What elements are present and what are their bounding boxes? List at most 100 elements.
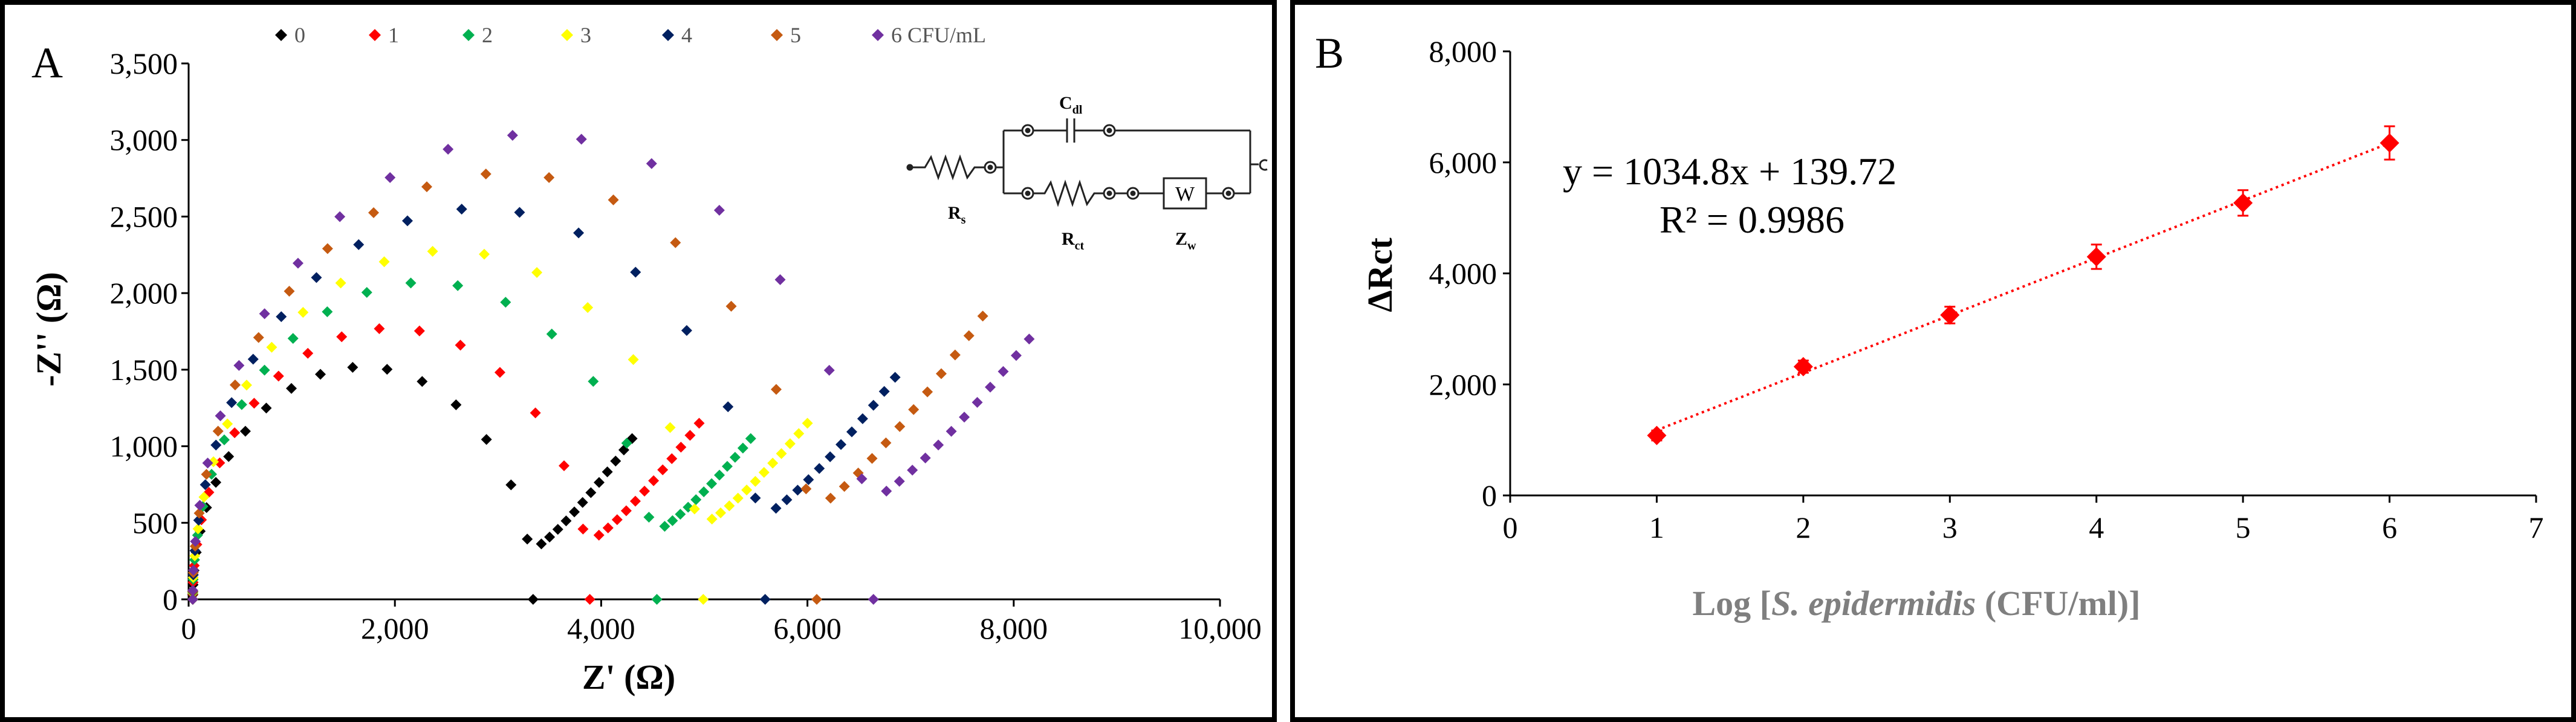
data-point	[666, 453, 678, 465]
data-point	[706, 514, 718, 525]
data-point	[750, 492, 761, 504]
data-point	[935, 368, 947, 379]
circuit-node-inner	[1025, 190, 1031, 196]
data-point	[222, 418, 233, 430]
data-point	[286, 382, 297, 394]
data-point	[259, 308, 270, 320]
legend-label: 0	[294, 23, 305, 47]
circuit-node-inner	[1025, 127, 1031, 134]
data-point	[846, 426, 857, 437]
panel-b-label: B	[1315, 29, 1344, 77]
y-tick-label: 1,500	[110, 353, 178, 387]
data-point	[857, 413, 868, 425]
data-point	[657, 464, 669, 475]
panel-b-trendline	[1656, 141, 2390, 431]
data-point	[646, 158, 657, 169]
data-point	[725, 300, 737, 312]
data-point	[505, 479, 517, 491]
data-point	[643, 511, 655, 523]
data-point	[336, 331, 348, 343]
data-point	[724, 500, 735, 512]
data-point	[311, 272, 322, 283]
data-point	[949, 349, 961, 361]
circuit-terminal-left	[906, 164, 913, 171]
legend-label: 5	[790, 23, 801, 47]
data-point	[741, 484, 753, 495]
panel-b-data-points	[1647, 125, 2399, 445]
equivalent-circuit	[906, 118, 1268, 210]
data-point	[569, 506, 580, 518]
data-point	[2086, 247, 2106, 266]
data-point	[706, 478, 718, 489]
data-point	[667, 515, 678, 526]
x-title-prefix: Log [	[1692, 584, 1771, 623]
x-title-species: S. epidermidis	[1771, 584, 1976, 623]
data-point	[585, 487, 597, 498]
data-point	[480, 168, 492, 179]
data-point	[835, 439, 847, 450]
data-point	[190, 536, 201, 547]
data-point	[946, 425, 957, 437]
data-point	[856, 473, 868, 485]
data-point	[2233, 193, 2253, 213]
data-point	[273, 370, 284, 382]
warburg-box-label: W	[1175, 183, 1195, 205]
panel-a-legend: 0 1 2 3 4 5 6 CFU/mL	[275, 23, 986, 47]
data-point	[334, 211, 346, 222]
rs-label: Rs	[948, 203, 966, 227]
data-point	[800, 483, 812, 495]
data-point	[611, 514, 623, 526]
data-point	[690, 494, 702, 506]
data-point	[582, 302, 594, 314]
data-point	[868, 399, 879, 411]
data-point	[610, 456, 621, 467]
data-point	[335, 277, 346, 289]
data-point	[531, 267, 543, 279]
data-point	[664, 422, 676, 433]
data-point	[543, 172, 555, 183]
data-point	[202, 457, 213, 469]
zw-label: Zw	[1175, 229, 1196, 253]
data-point	[745, 433, 756, 444]
circuit-node-inner	[1106, 127, 1112, 134]
x-tick-label: 4,000	[567, 611, 635, 645]
data-point	[628, 354, 639, 366]
data-point	[963, 330, 975, 341]
y-tick-label: 0	[1482, 479, 1497, 512]
data-point	[878, 385, 890, 397]
data-point	[452, 280, 464, 291]
legend-marker	[771, 29, 783, 41]
data-point	[722, 401, 734, 413]
data-point	[241, 379, 252, 391]
y-tick-label: 3,000	[110, 123, 178, 157]
data-point	[715, 507, 727, 518]
data-point	[248, 398, 260, 409]
data-point	[494, 367, 505, 378]
data-point	[405, 277, 417, 289]
data-point	[732, 492, 744, 504]
data-point	[770, 384, 782, 395]
data-point	[675, 509, 686, 520]
data-point	[972, 396, 983, 408]
data-point	[602, 466, 613, 478]
x-tick-label: 7	[2529, 511, 2544, 544]
data-point	[573, 227, 585, 239]
data-point	[889, 372, 901, 383]
data-point	[427, 245, 438, 257]
legend-marker	[369, 29, 381, 41]
data-point	[608, 194, 619, 205]
data-point	[1647, 425, 1667, 445]
data-point	[675, 442, 687, 453]
data-point	[378, 256, 390, 268]
data-point	[194, 500, 206, 511]
linear-fit-line	[1656, 141, 2390, 431]
data-point	[621, 437, 632, 449]
data-point	[253, 332, 264, 343]
data-point	[297, 306, 309, 318]
legend-label: 2	[482, 23, 493, 47]
data-point	[314, 369, 326, 380]
panel-b-x-axis-title: Log [S. epidermidis (CFU/ml)]	[1692, 584, 2140, 623]
data-point	[984, 381, 996, 393]
cdl-label: Cdl	[1059, 93, 1083, 117]
circuit-terminal-right	[1259, 159, 1268, 171]
